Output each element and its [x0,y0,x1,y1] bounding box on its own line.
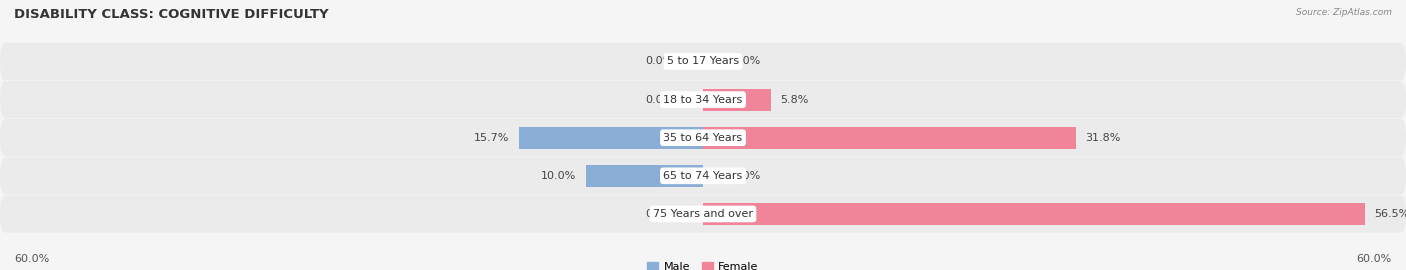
Text: 60.0%: 60.0% [14,254,49,264]
Bar [703,203,1365,225]
Text: 0.0%: 0.0% [733,56,761,66]
Text: 18 to 34 Years: 18 to 34 Years [664,94,742,104]
FancyBboxPatch shape [0,43,1406,80]
Text: 65 to 74 Years: 65 to 74 Years [664,171,742,181]
Text: 5.8%: 5.8% [780,94,808,104]
Text: 0.0%: 0.0% [645,209,673,219]
Legend: Male, Female: Male, Female [647,262,759,270]
Text: 56.5%: 56.5% [1375,209,1406,219]
Text: 0.0%: 0.0% [645,94,673,104]
Bar [703,89,770,111]
Text: 31.8%: 31.8% [1085,133,1121,143]
Text: 10.0%: 10.0% [541,171,576,181]
Text: 5 to 17 Years: 5 to 17 Years [666,56,740,66]
FancyBboxPatch shape [0,195,1406,233]
Bar [519,127,703,149]
Bar [703,127,1076,149]
Text: Source: ZipAtlas.com: Source: ZipAtlas.com [1296,8,1392,17]
Text: DISABILITY CLASS: COGNITIVE DIFFICULTY: DISABILITY CLASS: COGNITIVE DIFFICULTY [14,8,329,21]
FancyBboxPatch shape [0,119,1406,156]
Text: 60.0%: 60.0% [1357,254,1392,264]
Text: 15.7%: 15.7% [474,133,510,143]
Bar [586,165,703,187]
Text: 0.0%: 0.0% [733,171,761,181]
FancyBboxPatch shape [0,157,1406,194]
Text: 75 Years and over: 75 Years and over [652,209,754,219]
Text: 0.0%: 0.0% [645,56,673,66]
FancyBboxPatch shape [0,81,1406,118]
Text: 35 to 64 Years: 35 to 64 Years [664,133,742,143]
